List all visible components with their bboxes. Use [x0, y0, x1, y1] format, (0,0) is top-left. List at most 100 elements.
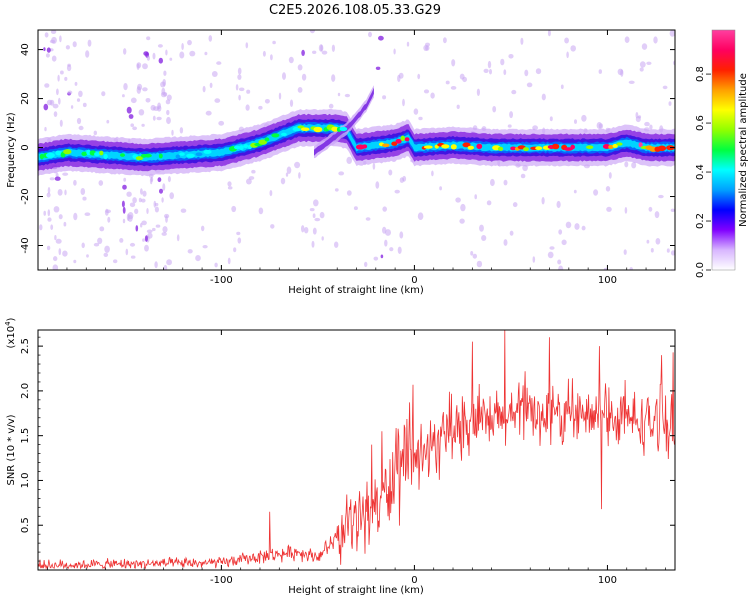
spectrogram-speckle-dot — [598, 69, 602, 74]
y-tick-label: 1.5 — [20, 428, 31, 444]
spectrogram-speckle-dot — [129, 242, 136, 247]
spectrogram-speckle-dot — [161, 232, 167, 236]
spectrogram-speckle-dot — [227, 181, 232, 187]
colorbar-frame — [711, 29, 736, 271]
spectrogram-speckle-dot — [156, 116, 162, 121]
spectrogram-speckle-dot — [47, 187, 51, 194]
spectrogram-speckle-dot — [620, 69, 624, 77]
spectrogram-speckle-dot — [146, 208, 149, 214]
spectrogram-speckle-dot — [486, 200, 492, 206]
ridge-blob — [497, 146, 504, 151]
spectrogram-speckle-dot — [49, 39, 56, 44]
spectrogram-speckle-dot — [154, 261, 158, 269]
spectrogram-speckle-dot — [138, 197, 142, 203]
spectrogram-speckle-dot — [214, 98, 221, 103]
spectrogram-speckle-dot — [195, 255, 201, 262]
spectrogram-speckle-dot — [481, 235, 487, 241]
spectrogram-image — [38, 30, 675, 270]
spectrogram-speckle-dot — [397, 74, 401, 82]
colorbar-tick-label: 0.6 — [695, 115, 706, 131]
spectrogram-speckle-dot — [76, 98, 81, 102]
spectrogram-speckle-dot — [406, 41, 410, 47]
spectrogram-speckle-dot — [57, 74, 60, 82]
spectrogram-speckle-dot — [430, 92, 435, 99]
y-tick-label: 0 — [20, 144, 31, 150]
spectrogram-speckle-dot — [487, 60, 492, 69]
spectrogram-speckle-dot — [417, 73, 421, 80]
chart-title: C2E5.2026.108.05.33.G29 — [269, 3, 441, 18]
spectrogram-speckle-dot — [606, 206, 612, 212]
ridge-blob — [99, 150, 104, 156]
spectrogram-speckle-dot — [489, 68, 492, 75]
ridge-blob — [135, 156, 144, 161]
spectrogram-speckle-dot — [503, 179, 508, 186]
spectrogram-speckle-dot — [73, 179, 77, 186]
spectrogram-speckle-dot — [165, 215, 168, 223]
spectrogram-speckle-dot — [209, 82, 213, 89]
spectrogram-speckle-dot — [169, 57, 173, 61]
spectrogram-speckle-dot — [166, 94, 172, 101]
spectrogram-speckle-dot — [136, 62, 142, 69]
spectrogram-speckle-dot — [149, 177, 153, 185]
spectrogram-speckle-dot — [624, 161, 629, 168]
spectrogram-speckle-dot — [628, 80, 635, 85]
spectrogram-panel: -100 0 100 -40 -20 0 20 40 Height of straight … — [6, 29, 676, 296]
spectrogram-speckle-dot — [129, 202, 136, 208]
spectrogram-speckle-dot — [166, 259, 173, 266]
spectrogram-speckle-dot — [231, 205, 237, 213]
spectrogram-speckle-dot — [312, 50, 317, 54]
spectrogram-speckle-dot — [122, 218, 126, 224]
spectrogram-speckle-dot — [84, 212, 91, 216]
spectrogram-speckle-dot — [520, 37, 524, 45]
ridge-blob — [264, 137, 270, 142]
spectrogram-speckle-dot — [483, 68, 489, 73]
ridge-blob — [186, 153, 195, 158]
spectrogram-speckle-dot — [639, 67, 644, 72]
spectrogram-speckle-dot — [608, 172, 612, 179]
spectrogram-speckle-dot — [163, 92, 168, 97]
spectrogram-speckle-dot — [78, 125, 84, 131]
spectrogram-speckle-dot — [573, 189, 577, 194]
spectrogram-speckle-dot — [605, 186, 611, 192]
spectrogram-speckle-dot — [669, 30, 675, 37]
spectrogram-speckle-dot — [561, 239, 567, 246]
ridge-blob — [400, 135, 405, 142]
spectrogram-speckle-dot — [132, 197, 137, 204]
spectrogram-speckle-dot — [399, 231, 404, 239]
spectrogram-speckle-dot — [460, 203, 466, 212]
spectrogram-speckle-dot — [130, 123, 134, 127]
spectrogram-speckle-dot — [294, 161, 301, 169]
spectrogram-speckle-dot — [509, 111, 513, 119]
snr-y-axis-title: SNR (10 * v/v) — [6, 414, 17, 485]
ridge-blob — [404, 137, 410, 142]
spectrogram-speckle-dot — [439, 186, 442, 191]
spectrogram-y-axis-title: Frequency (Hz) — [6, 112, 17, 188]
spectrogram-speckle-dot — [364, 261, 368, 267]
y-tick-label: 2.0 — [20, 383, 31, 399]
spectrogram-speckle-dot — [237, 237, 242, 244]
spectrogram-speckle-dot — [264, 99, 270, 104]
spectrogram-speckle-dot — [492, 106, 497, 113]
spectrogram-speckle-dot — [140, 188, 143, 195]
spectrogram-speckle-dot — [331, 74, 336, 82]
spectrogram-speckle-dot — [238, 94, 241, 101]
ridge-blob — [158, 153, 163, 159]
spectrogram-speckle-dot — [122, 94, 125, 98]
spectrogram-speckle-dot — [459, 73, 465, 80]
spectrogram-speckle-dot — [137, 83, 143, 91]
spectrogram-speckle-dot — [76, 117, 82, 125]
ridge-blob — [423, 145, 433, 149]
spectrogram-speckle-dot — [639, 61, 646, 68]
spectrogram-speckle-dot — [328, 103, 334, 109]
spectrogram-speckle-dot — [67, 90, 73, 95]
spectrogram-speckle-dot — [130, 97, 137, 104]
spectrogram-speckle-dot — [309, 30, 315, 34]
ridge-blob — [313, 126, 323, 133]
spectrogram-speckle-dot — [280, 177, 286, 185]
spectrogram-speckle-dot — [52, 103, 59, 109]
spectrogram-speckle-dot — [122, 206, 126, 214]
spectrogram-speckle-dot — [368, 31, 372, 38]
x-tick-label: 100 — [598, 275, 617, 286]
ridge-blob — [616, 142, 623, 146]
colorbar-title: Normalized spectral amplitude — [738, 73, 749, 227]
